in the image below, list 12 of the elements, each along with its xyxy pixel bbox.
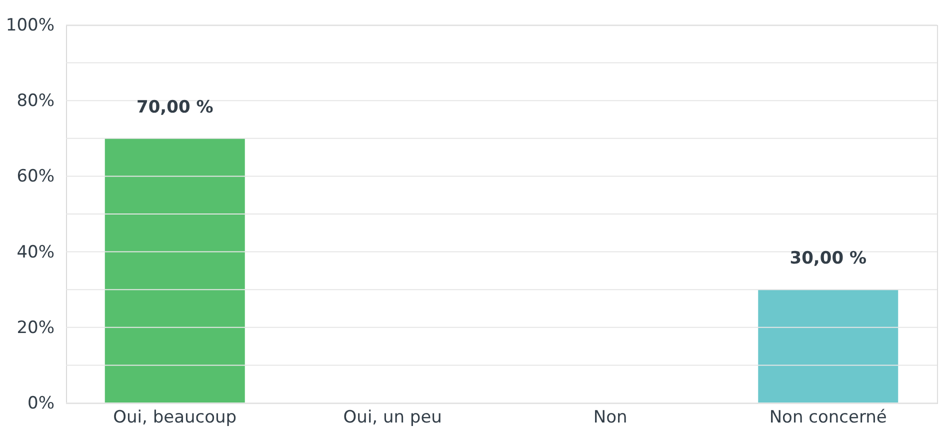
y-tick-label: 0% [28, 394, 54, 414]
x-tick-label: Non [593, 408, 628, 428]
y-tick-label: 40% [16, 242, 54, 262]
data-label: 70,00 % [136, 97, 214, 118]
x-tick-label: Oui, un peu [343, 408, 442, 428]
y-tick-label: 20% [16, 318, 54, 338]
x-tick-label: Oui, beaucoup [113, 408, 237, 428]
data-label: 30,00 % [790, 248, 866, 269]
y-tick-label: 100% [6, 16, 54, 36]
y-tick-label: 60% [16, 166, 54, 187]
y-tick-label: 80% [16, 91, 54, 112]
x-tick-label: Non concerné [769, 408, 887, 428]
